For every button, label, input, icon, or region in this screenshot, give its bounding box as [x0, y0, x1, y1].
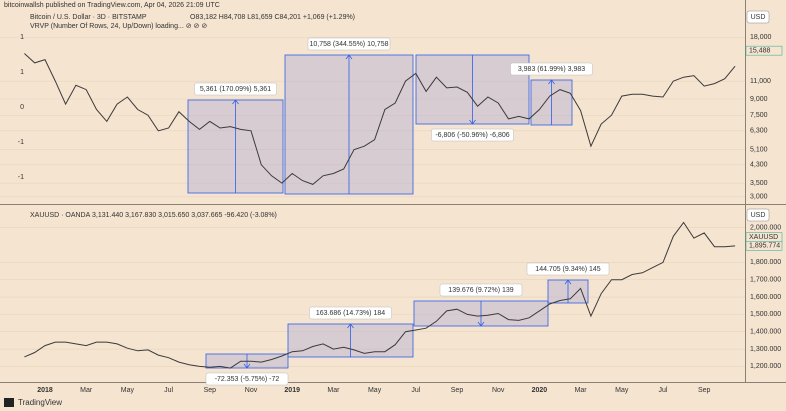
indicator: VRVP (Number Of Rows, 24, Up/Down) loadi… [30, 23, 207, 30]
y-tick-label: 1,700.000 [750, 277, 781, 284]
x-tick-label: Jul [659, 387, 668, 394]
currency-box [746, 10, 770, 24]
y-tick-label: 1,200.000 [750, 363, 781, 370]
y-tick-label: 2,000.000 [750, 225, 781, 232]
x-tick-label: Mar [327, 387, 340, 394]
last-price-tag [745, 240, 783, 251]
measure-label: 144.705 (9.34%) 145 [535, 266, 600, 273]
arrow-head [232, 99, 239, 105]
arrow-head [548, 79, 555, 85]
measure-label: 163.686 (14.73%) 184 [316, 310, 385, 317]
left-scale-label: 1 [20, 69, 24, 76]
y-tick-label: 1,600.000 [750, 294, 781, 301]
left-scale-label: 1 [20, 34, 24, 41]
ohlc: O83,182 H84,708 L81,659 C84,201 +1,069 (… [190, 14, 355, 21]
measure-label: -6,806 (-50.96%) -6,806 [435, 132, 509, 139]
brand: TradingView [18, 398, 62, 407]
y-tick-label: 11,000 [750, 78, 771, 85]
left-scale-label: -1 [18, 139, 24, 146]
x-tick-label: Sep [698, 387, 711, 394]
measure-label-bg [194, 82, 277, 96]
last-price-label: 15,488 [749, 47, 771, 54]
x-tick-label: May [121, 387, 135, 394]
x-tick-label: May [615, 387, 629, 394]
y-tick-label: 3,000 [750, 194, 768, 201]
measure-label: 5,361 (170.09%) 5,361 [200, 86, 271, 93]
x-tick-label: 2020 [532, 387, 548, 394]
x-tick-label: Sep [204, 387, 217, 394]
y-tick-label: 4,300 [750, 162, 768, 169]
publisher: bitcoinwallsh published on TradingView.c… [4, 2, 220, 9]
y-tick-label: 1,300.000 [750, 346, 781, 353]
currency: USD [751, 14, 766, 21]
y-tick-label: 1,500.000 [750, 311, 781, 318]
symbol-tag-label: XAUUSD [749, 234, 778, 241]
x-tick-label: Mar [80, 387, 93, 394]
currency: USD [751, 212, 766, 219]
measure-label-bg [307, 37, 391, 51]
arrow-head [243, 363, 251, 369]
x-tick-label: Mar [575, 387, 588, 394]
left-scale-label: 0 [20, 104, 24, 111]
brand-logo [4, 398, 14, 407]
measure-label: 3,983 (61.99%) 3,983 [518, 66, 585, 73]
measure-label-bg [526, 262, 610, 276]
measure-label: -72.353 (-5.75%) -72 [215, 376, 280, 383]
last-price-label: 1,895.774 [749, 243, 780, 250]
arrow-head [564, 279, 572, 285]
x-tick-label: May [368, 387, 382, 394]
x-tick-label: Jul [411, 387, 420, 394]
measure-label: 139.676 (9.72%) 139 [448, 287, 513, 294]
arrow-head [477, 321, 485, 327]
series-name: XAUUSD · OANDA [30, 212, 91, 219]
series-name: Bitcoin / U.S. Dollar · 3D · BITSTAMP [30, 14, 147, 21]
price-line [24, 53, 736, 185]
measure-label-bg [439, 283, 523, 297]
left-scale-label: -1 [18, 174, 24, 181]
measure-label-bg [431, 128, 514, 142]
ohlc: 3,131.440 3,167.830 3,015.650 3,037.665 … [92, 212, 277, 219]
measure-label: 10,758 (344.55%) 10,758 [309, 41, 388, 48]
x-tick-label: Sep [451, 387, 464, 394]
x-tick-label: Nov [492, 387, 505, 394]
y-tick-label: 5,100 [750, 146, 768, 153]
x-tick-label: Jul [164, 387, 173, 394]
x-tick-label: Nov [245, 387, 258, 394]
x-tick-label: 2018 [37, 387, 53, 394]
y-tick-label: 6,300 [750, 128, 768, 135]
arrow-head [469, 119, 476, 125]
currency-box [746, 208, 770, 222]
arrow-head [345, 54, 353, 60]
y-tick-label: 9,000 [750, 96, 768, 103]
measure-label-bg [510, 62, 593, 76]
measure-label-bg [205, 372, 289, 386]
x-tick-label: 2019 [284, 387, 300, 394]
measure-label-bg [309, 306, 392, 320]
price-line [24, 221, 736, 369]
y-tick-label: 1,400.000 [750, 329, 781, 336]
y-tick-label: 1,800.000 [750, 259, 781, 266]
y-tick-label: 3,500 [750, 180, 768, 187]
arrow-head [347, 323, 354, 329]
y-tick-label: 18,000 [750, 34, 772, 41]
y-tick-label: 7,500 [750, 112, 768, 119]
last-price-tag [745, 45, 783, 56]
